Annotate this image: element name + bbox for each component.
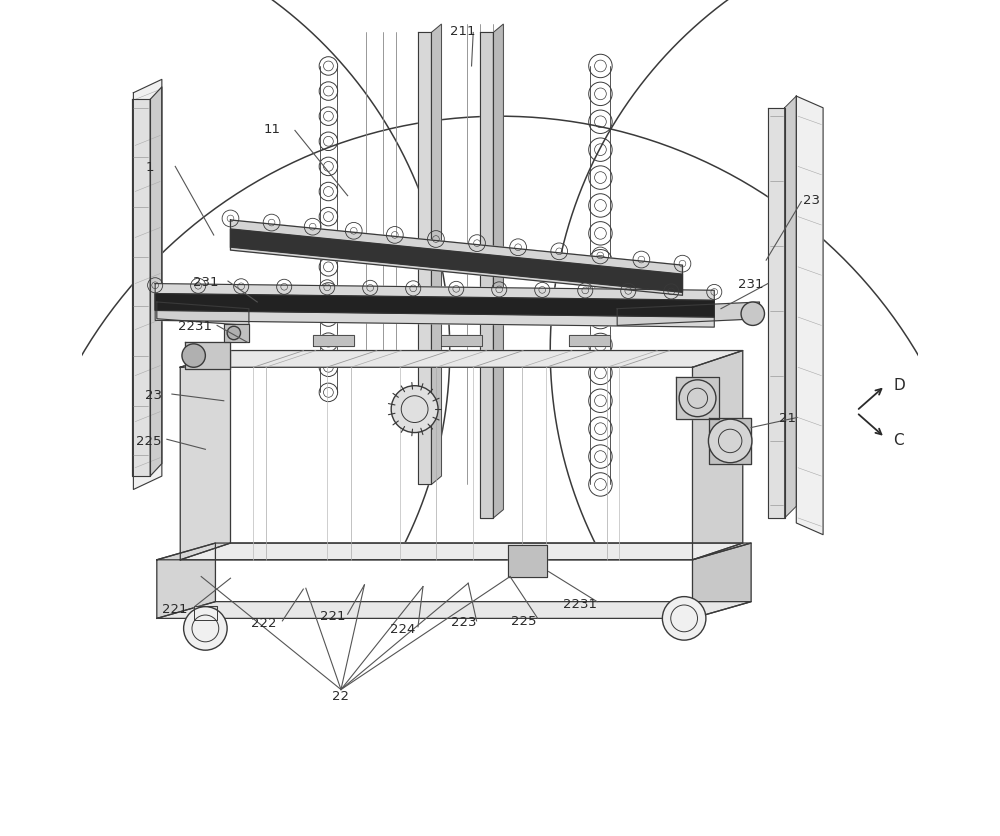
Polygon shape (441, 336, 482, 346)
Polygon shape (313, 336, 354, 346)
Polygon shape (150, 88, 162, 477)
Polygon shape (185, 343, 230, 370)
Text: 2231: 2231 (563, 597, 597, 610)
Polygon shape (709, 418, 751, 465)
Text: 225: 225 (511, 614, 536, 627)
Text: 211: 211 (450, 25, 476, 38)
Polygon shape (132, 100, 150, 477)
Text: D: D (893, 377, 905, 392)
Text: 231: 231 (193, 275, 218, 288)
Text: 21: 21 (779, 411, 796, 425)
Text: 22: 22 (332, 689, 349, 702)
Polygon shape (230, 230, 682, 293)
Polygon shape (569, 336, 610, 346)
Polygon shape (194, 606, 217, 620)
Polygon shape (157, 303, 249, 326)
Circle shape (184, 607, 227, 650)
Text: 222: 222 (251, 616, 277, 630)
Polygon shape (480, 33, 493, 518)
Text: 221: 221 (320, 609, 345, 622)
Polygon shape (431, 25, 441, 485)
Polygon shape (180, 543, 743, 560)
Polygon shape (508, 545, 547, 577)
Text: 225: 225 (136, 435, 161, 448)
Polygon shape (133, 80, 162, 490)
Text: 1: 1 (146, 161, 154, 174)
Polygon shape (693, 543, 751, 619)
Polygon shape (617, 303, 759, 326)
Polygon shape (796, 97, 823, 535)
Polygon shape (180, 351, 743, 368)
Text: 223: 223 (451, 615, 477, 629)
Polygon shape (180, 351, 230, 560)
Text: C: C (893, 432, 904, 447)
Polygon shape (155, 294, 714, 318)
Polygon shape (157, 602, 751, 619)
Polygon shape (768, 109, 785, 518)
Circle shape (182, 344, 205, 368)
Text: 23: 23 (145, 388, 162, 401)
Polygon shape (693, 351, 743, 560)
Text: 224: 224 (390, 622, 416, 635)
Text: 23: 23 (803, 194, 820, 207)
Polygon shape (230, 221, 682, 296)
Polygon shape (155, 284, 714, 328)
Text: 231: 231 (738, 278, 764, 291)
Circle shape (679, 380, 716, 417)
Polygon shape (224, 324, 249, 343)
Polygon shape (493, 25, 503, 518)
Circle shape (391, 386, 438, 433)
Text: 11: 11 (264, 123, 281, 136)
Polygon shape (157, 543, 751, 560)
Text: 2231: 2231 (178, 319, 212, 333)
Polygon shape (418, 33, 431, 485)
Polygon shape (157, 543, 215, 619)
Text: 221: 221 (162, 602, 188, 615)
Circle shape (662, 597, 706, 640)
Circle shape (227, 327, 241, 340)
Polygon shape (676, 378, 719, 420)
Polygon shape (785, 97, 796, 518)
Circle shape (708, 420, 752, 463)
Circle shape (741, 303, 764, 326)
